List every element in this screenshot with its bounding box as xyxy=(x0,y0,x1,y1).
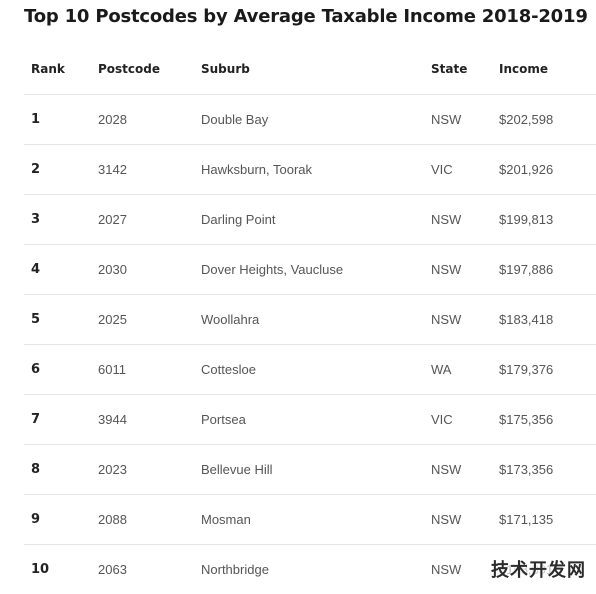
rank-cell: 7 xyxy=(24,394,91,445)
postcode-cell: 2023 xyxy=(91,444,194,495)
income-cell: $201,926 xyxy=(492,144,596,195)
suburb-cell: Darling Point xyxy=(194,194,424,245)
suburb-cell: Portsea xyxy=(194,394,424,445)
state-cell: NSW xyxy=(424,194,492,245)
table-row: 1 2028 Double Bay NSW $202,598 xyxy=(24,94,596,145)
postcode-cell: 3142 xyxy=(91,144,194,195)
state-cell: NSW xyxy=(424,94,492,145)
table-row: 2 3142 Hawksburn, Toorak VIC $201,926 xyxy=(24,144,596,195)
income-cell: $175,356 xyxy=(492,394,596,445)
suburb-cell: Woollahra xyxy=(194,294,424,345)
postcode-cell: 2063 xyxy=(98,561,127,577)
income-cell: $171,135 xyxy=(492,494,596,545)
table-row: 4 2030 Dover Heights, Vaucluse NSW $197,… xyxy=(24,244,596,295)
state-cell: WA xyxy=(424,344,492,395)
rank-cell: 1 xyxy=(24,94,91,145)
suburb-cell: Bellevue Hill xyxy=(194,444,424,495)
header-state: State xyxy=(424,44,492,95)
rank-cell: 2 xyxy=(24,144,91,195)
postcode-cell: 2028 xyxy=(91,94,194,145)
income-cell: $199,813 xyxy=(492,194,596,245)
rank-cell: 8 xyxy=(24,444,91,495)
income-cell: $183,418 xyxy=(492,294,596,345)
state-cell: VIC xyxy=(424,144,492,195)
income-cell: $179,376 xyxy=(492,344,596,395)
postcode-cell: 2025 xyxy=(91,294,194,345)
table-row: 6 6011 Cottesloe WA $179,376 xyxy=(24,344,596,395)
state-cell: NSW xyxy=(424,244,492,295)
income-table: Rank Postcode Suburb State Income 1 2028… xyxy=(24,44,596,594)
state-cell: VIC xyxy=(424,394,492,445)
postcode-cell: 2030 xyxy=(91,244,194,295)
postcode-cell: 6011 xyxy=(91,344,194,395)
suburb-cell: Double Bay xyxy=(194,94,424,145)
header-postcode: Postcode xyxy=(91,44,194,95)
header-suburb: Suburb xyxy=(194,44,424,95)
table-row: 7 3944 Portsea VIC $175,356 xyxy=(24,394,596,445)
income-cell: $197,886 xyxy=(492,244,596,295)
table-row: 8 2023 Bellevue Hill NSW $173,356 xyxy=(24,444,596,495)
header-income: Income xyxy=(492,44,596,95)
rank-cell: 4 xyxy=(24,244,91,295)
table-row: 10 2063 Northbridge NSW $168,891 xyxy=(24,544,596,594)
suburb-cell: Mosman xyxy=(194,494,424,545)
rank-cell: 9 xyxy=(24,494,91,545)
table-row: 3 2027 Darling Point NSW $199,813 xyxy=(24,194,596,245)
suburb-cell: Northbridge xyxy=(201,561,269,577)
income-cell: $173,356 xyxy=(492,444,596,495)
postcode-cell: 3944 xyxy=(91,394,194,445)
suburb-cell: Hawksburn, Toorak xyxy=(194,144,424,195)
postcode-cell: 2027 xyxy=(91,194,194,245)
state-cell: NSW xyxy=(424,494,492,545)
state-cell: NSW xyxy=(424,444,492,495)
table-row: 5 2025 Woollahra NSW $183,418 xyxy=(24,294,596,345)
table-header-row: Rank Postcode Suburb State Income xyxy=(24,44,596,95)
rank-cell: 3 xyxy=(24,194,91,245)
income-cell: $202,598 xyxy=(492,94,596,145)
watermark: 技术开发网 xyxy=(487,554,590,584)
header-rank: Rank xyxy=(24,44,91,95)
rank-cell: 5 xyxy=(24,294,91,345)
suburb-cell: Cottesloe xyxy=(194,344,424,395)
state-cell: NSW xyxy=(431,561,462,577)
table-row: 9 2088 Mosman NSW $171,135 xyxy=(24,494,596,545)
page-title: Top 10 Postcodes by Average Taxable Inco… xyxy=(24,6,588,27)
rank-cell: 10 xyxy=(31,561,50,577)
state-cell: NSW xyxy=(424,294,492,345)
postcode-cell: 2088 xyxy=(91,494,194,545)
rank-cell: 6 xyxy=(24,344,91,395)
suburb-cell: Dover Heights, Vaucluse xyxy=(194,244,424,295)
